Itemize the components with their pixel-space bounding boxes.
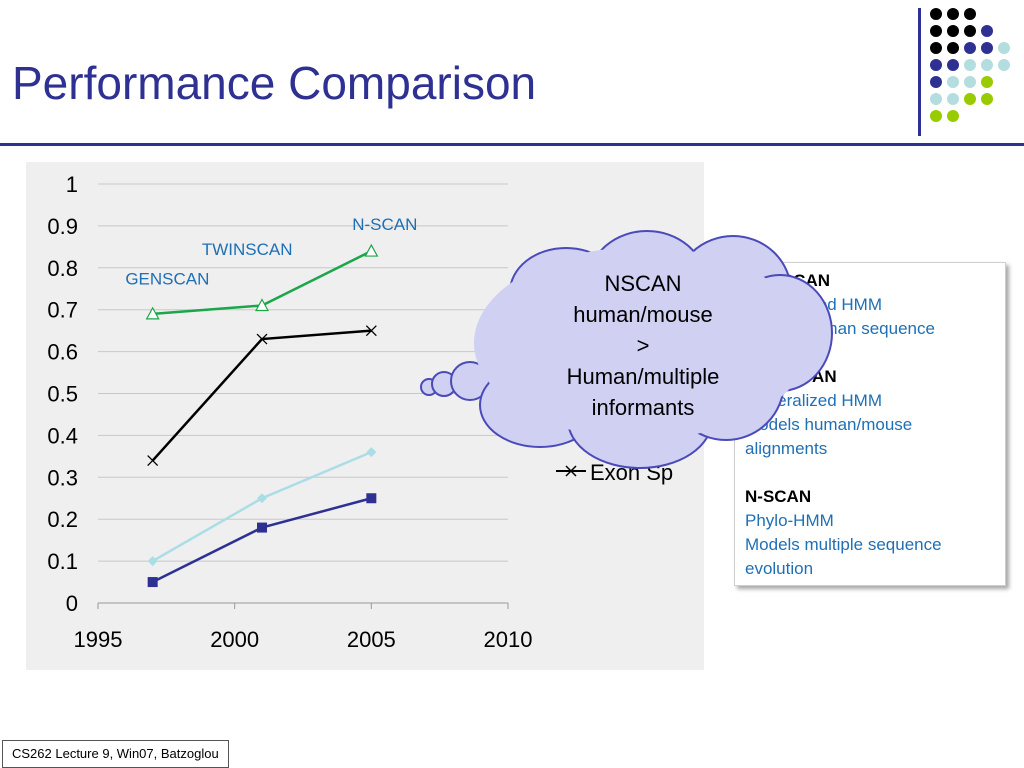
decorative-dot [930, 93, 942, 105]
data-point-square [257, 522, 267, 533]
info-heading: N-SCAN [745, 487, 812, 506]
data-point-square [147, 577, 158, 588]
info-line: evolution [745, 559, 814, 578]
data-point-diamond [257, 493, 267, 504]
callout-text-line: human/mouse [573, 302, 712, 327]
decorative-dot [947, 25, 959, 37]
x-tick-label: 1995 [74, 627, 123, 652]
x-tick-label: 2000 [210, 627, 259, 652]
series-annotation: GENSCAN [125, 270, 209, 289]
decorative-vertical-line [918, 8, 921, 136]
series-annotation: N-SCAN [352, 215, 417, 234]
y-tick-label: 0.6 [47, 340, 78, 365]
x-tick-label: 2005 [347, 627, 396, 652]
decorative-dot [981, 59, 993, 71]
info-line: alignments [745, 439, 828, 458]
data-point-diamond [366, 447, 377, 458]
decorative-dot [947, 42, 959, 54]
y-tick-label: 0.2 [47, 507, 78, 532]
decorative-dot [947, 93, 959, 105]
decorative-dot [964, 8, 976, 20]
decorative-dot [981, 93, 993, 105]
y-tick-label: 0.4 [47, 423, 78, 448]
data-point-x [365, 325, 377, 337]
title-divider [0, 143, 1024, 146]
y-tick-label: 0.9 [47, 214, 78, 239]
y-tick-label: 1 [66, 172, 78, 197]
legend-marker-x [565, 465, 577, 477]
y-tick-label: 0.1 [47, 549, 78, 574]
series-annotation: TWINSCAN [202, 240, 293, 259]
y-tick-label: 0 [66, 591, 78, 616]
decorative-dot [964, 25, 976, 37]
slide-title: Performance Comparison [12, 57, 537, 109]
decorative-dot [947, 59, 959, 71]
data-point-triangle [364, 243, 379, 257]
callout-text-line: informants [592, 395, 695, 420]
decorative-dot [947, 110, 959, 122]
decorative-dot [964, 76, 976, 88]
info-line: Phylo-HMM [745, 511, 834, 530]
decorative-dot [981, 25, 993, 37]
decorative-dot [964, 42, 976, 54]
decorative-dot [930, 42, 942, 54]
decorative-dot [930, 76, 942, 88]
slide-footer: CS262 Lecture 9, Win07, Batzoglou [2, 740, 229, 768]
data-point-x [147, 455, 159, 466]
callout-text-line: NSCAN [604, 271, 681, 296]
data-point-square [366, 493, 377, 504]
decorative-dot [930, 8, 942, 20]
x-tick-label: 2010 [484, 627, 533, 652]
data-point-triangle [254, 298, 270, 312]
decorative-dot [947, 76, 959, 88]
callout-text-line: Human/multiple [567, 364, 720, 389]
decorative-dot [981, 42, 993, 54]
decorative-dot [964, 93, 976, 105]
info-block-nscan: N-SCAN Phylo-HMM Models multiple sequenc… [745, 485, 942, 581]
data-point-diamond [147, 556, 158, 567]
data-point-triangle [145, 306, 160, 320]
decorative-dot [930, 25, 942, 37]
decorative-dot [930, 110, 942, 122]
decorative-dot [998, 59, 1010, 71]
info-line: Models human/mouse [745, 415, 913, 434]
y-tick-label: 0.7 [47, 298, 78, 323]
decorative-dot [947, 8, 959, 20]
info-line: Models multiple sequence [745, 535, 942, 554]
decorative-dot [930, 59, 942, 71]
y-tick-label: 0.8 [47, 256, 78, 281]
decorative-dot [998, 42, 1010, 54]
y-tick-label: 0.3 [47, 465, 78, 490]
data-point-x [256, 333, 268, 345]
decorative-dot [981, 76, 993, 88]
callout-text-line: > [637, 333, 650, 358]
decorative-dot [964, 59, 976, 71]
y-tick-label: 0.5 [47, 382, 78, 407]
